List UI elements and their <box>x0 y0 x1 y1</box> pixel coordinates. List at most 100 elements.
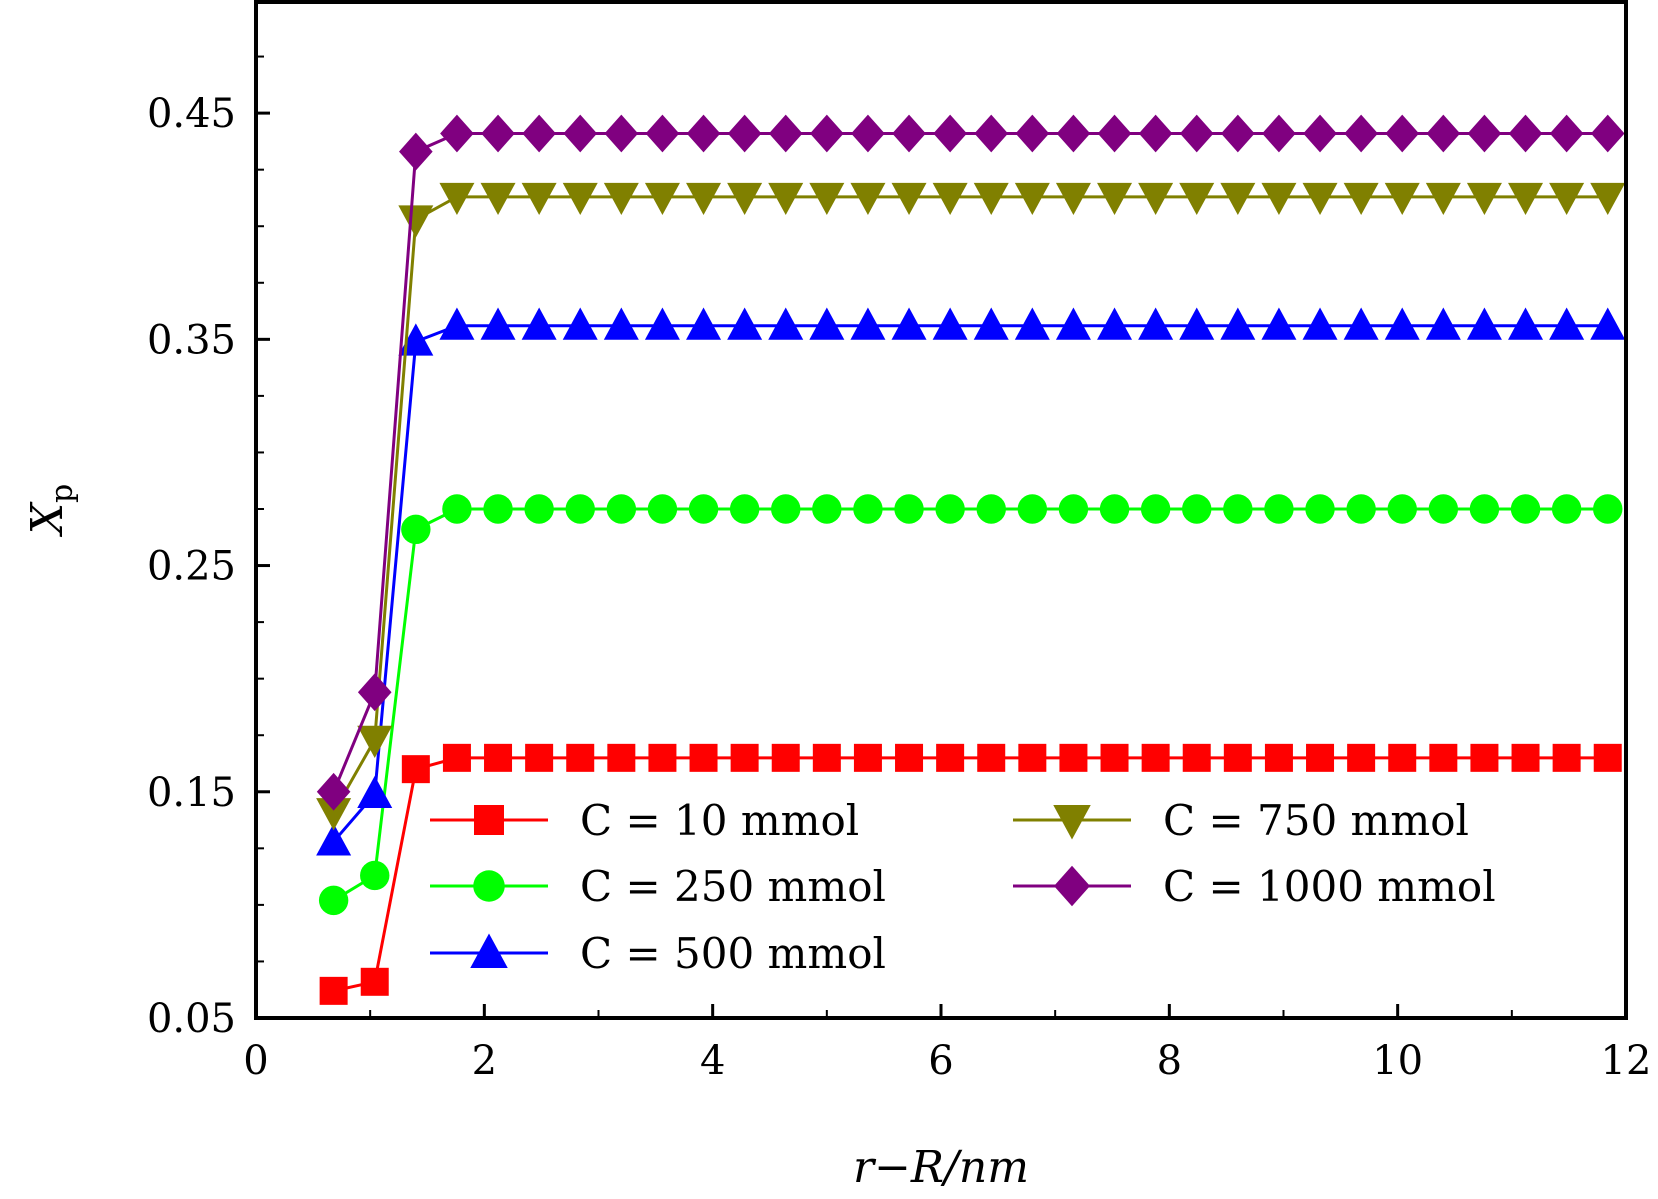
data-point <box>1511 743 1540 772</box>
data-point <box>1343 307 1379 340</box>
legend-item: C = 10 mmol <box>430 796 859 845</box>
data-point <box>809 307 845 340</box>
data-point <box>686 307 722 340</box>
data-point <box>894 494 924 524</box>
data-point <box>1347 743 1376 772</box>
legend-marker <box>1053 805 1091 840</box>
data-point <box>1014 307 1050 340</box>
data-point <box>1017 494 1048 524</box>
data-point <box>1100 743 1129 772</box>
data-point <box>603 182 639 216</box>
data-point <box>1264 743 1293 772</box>
data-point <box>360 860 390 891</box>
y-tick-label: 0.15 <box>147 770 236 816</box>
y-tick-label: 0.05 <box>147 996 236 1042</box>
series-line <box>332 324 1608 843</box>
data-point <box>1590 182 1626 216</box>
data-point <box>1141 743 1170 772</box>
data-point <box>1220 307 1256 340</box>
data-point <box>1549 182 1585 216</box>
series-line <box>332 195 1608 813</box>
legend-label: C = 10 mmol <box>580 796 859 845</box>
data-point <box>1223 743 1252 772</box>
y-axis-title-sub: p <box>45 484 80 503</box>
data-point <box>1058 494 1089 524</box>
data-point <box>316 798 352 831</box>
data-point <box>1014 182 1050 216</box>
data-point <box>525 743 554 772</box>
data-point <box>771 743 800 772</box>
data-point <box>1344 114 1378 153</box>
data-point <box>1346 494 1376 524</box>
data-point <box>566 743 595 772</box>
data-point <box>730 743 759 772</box>
data-point <box>521 307 557 340</box>
data-point <box>606 494 637 524</box>
y-axis-title: Xp <box>22 484 80 538</box>
legend-label: C = 750 mmol <box>1163 796 1469 845</box>
data-point <box>1302 182 1338 216</box>
data-point <box>522 114 556 153</box>
data-point <box>1426 114 1461 153</box>
data-point <box>727 307 763 340</box>
data-point <box>565 494 595 524</box>
data-point <box>686 182 722 216</box>
data-point <box>850 182 886 216</box>
data-point <box>648 743 677 772</box>
data-point <box>1385 114 1420 153</box>
data-point <box>895 743 924 772</box>
data-point <box>401 755 430 784</box>
data-point <box>1508 182 1544 216</box>
data-point <box>603 307 639 340</box>
x-tick-label: 12 <box>1601 1038 1652 1084</box>
x-tick-label: 10 <box>1372 1038 1423 1084</box>
x-tick-label: 2 <box>472 1038 497 1084</box>
data-point <box>1388 743 1417 772</box>
data-point <box>973 182 1009 216</box>
data-point <box>1179 114 1214 153</box>
data-point <box>1549 114 1584 153</box>
data-point <box>1302 307 1338 340</box>
data-point <box>442 743 471 772</box>
data-point <box>1182 743 1211 772</box>
data-point <box>1551 494 1582 524</box>
data-point <box>1593 494 1623 524</box>
data-point <box>360 967 389 996</box>
data-point <box>1510 494 1541 524</box>
data-point <box>729 494 760 524</box>
data-point <box>812 743 841 772</box>
data-point <box>809 182 845 216</box>
data-point <box>1343 182 1379 216</box>
data-point <box>1466 182 1502 216</box>
data-point <box>484 743 513 772</box>
legend-item: C = 750 mmol <box>1013 796 1469 845</box>
series-1 <box>319 743 1622 1005</box>
data-point <box>562 182 598 216</box>
data-point <box>977 743 1006 772</box>
data-point <box>1590 307 1626 340</box>
legend-label: C = 500 mmol <box>580 929 886 978</box>
data-point <box>1428 494 1459 524</box>
legend-marker <box>1054 865 1090 907</box>
data-point <box>1015 114 1050 153</box>
y-axis-title-main: X <box>22 501 73 537</box>
data-point <box>1590 114 1625 153</box>
data-point <box>1056 114 1091 153</box>
data-point <box>686 114 721 153</box>
data-point <box>562 307 598 340</box>
data-point <box>851 114 885 153</box>
data-point <box>319 976 348 1005</box>
y-tick-label: 0.45 <box>147 91 236 137</box>
data-point <box>1262 114 1296 153</box>
data-point <box>398 205 434 238</box>
x-tick-label: 0 <box>243 1038 268 1084</box>
legend-item: C = 500 mmol <box>430 929 886 978</box>
data-point <box>974 114 1009 153</box>
data-point <box>524 494 554 524</box>
data-point <box>1059 743 1088 772</box>
data-point <box>689 743 718 772</box>
data-point <box>1593 743 1622 772</box>
data-point <box>1220 182 1256 216</box>
series-line <box>332 131 1608 793</box>
data-point <box>1261 182 1297 216</box>
